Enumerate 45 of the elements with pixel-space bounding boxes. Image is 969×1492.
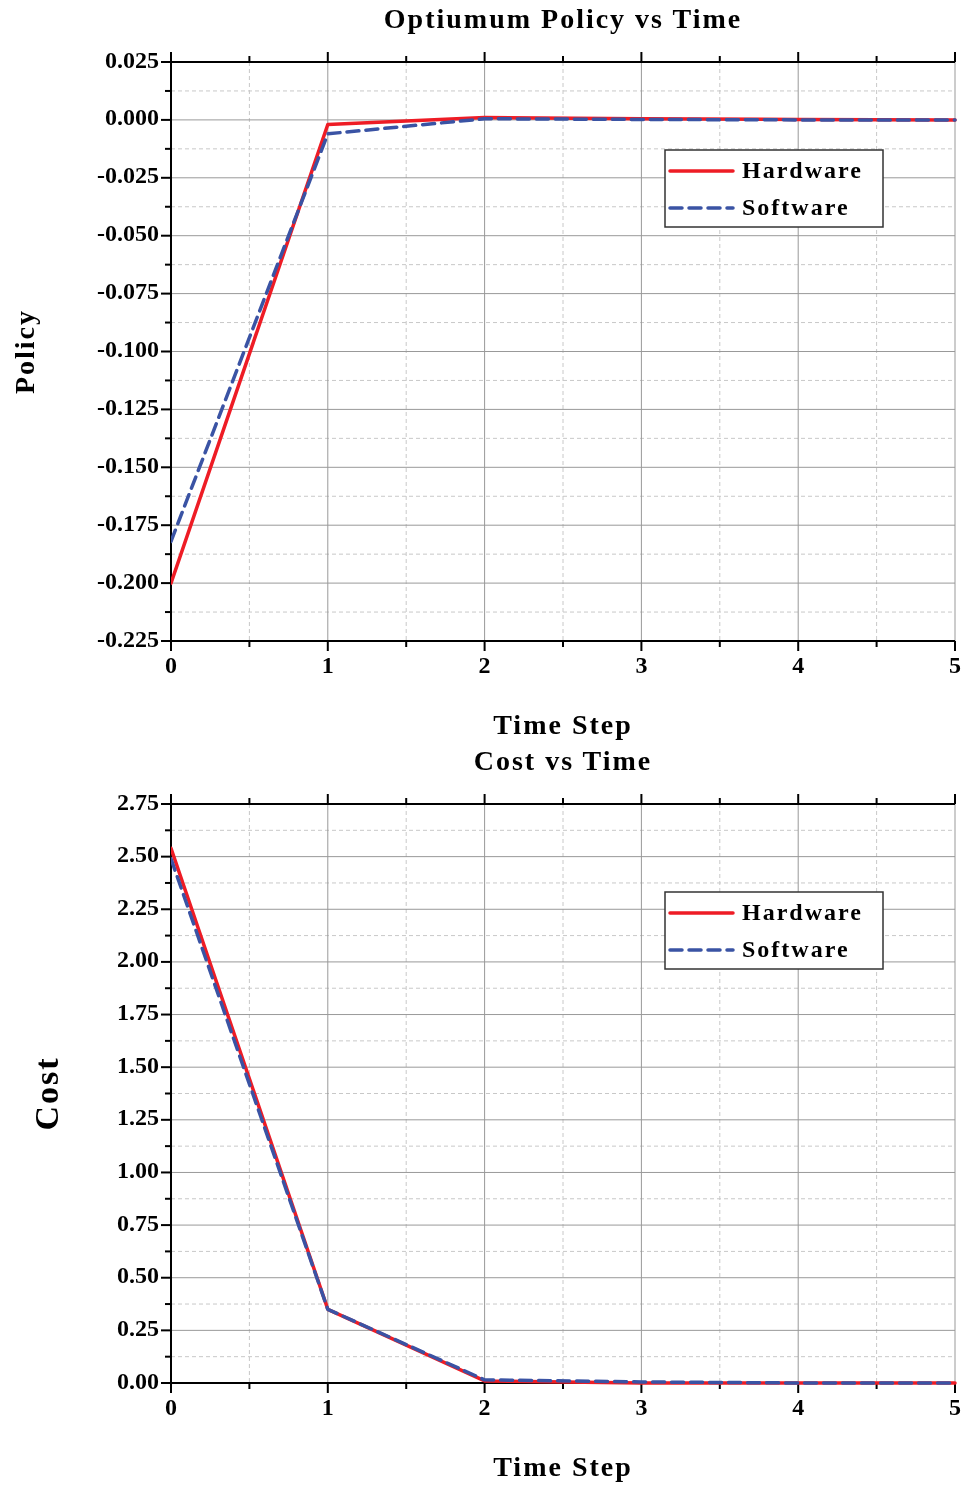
x-axis-title: Time Step [493, 709, 633, 741]
x-tick-label: 5 [949, 652, 961, 678]
y-tick-label: -0.075 [97, 278, 159, 305]
legend-label: Software [742, 193, 850, 220]
y-tick-label: 0.025 [105, 46, 159, 73]
x-tick-label: 0 [165, 652, 177, 678]
y-tick-label: 0.000 [105, 104, 159, 131]
x-tick-label: 1 [321, 1394, 334, 1420]
y-tick-label: 2.75 [117, 788, 159, 815]
x-tick-label: 2 [478, 652, 491, 678]
x-tick-label: 2 [478, 1394, 491, 1420]
y-tick-label: -0.100 [97, 336, 159, 363]
y-tick-label: 0.50 [117, 1262, 159, 1289]
legend-label: Software [742, 935, 850, 962]
y-tick-label: -0.200 [97, 567, 159, 594]
x-tick-label: 1 [321, 652, 334, 678]
y-tick-label: -0.025 [97, 162, 159, 189]
y-tick-label: 1.50 [117, 1051, 159, 1078]
y-tick-label: 2.50 [117, 841, 159, 868]
y-tick-label: -0.225 [97, 625, 159, 652]
x-tick-label: 4 [792, 652, 805, 678]
y-axis-title: Policy [9, 308, 41, 395]
y-tick-label: -0.175 [97, 509, 159, 536]
x-tick-label: 3 [635, 652, 648, 678]
y-tick-label: 0.25 [117, 1314, 159, 1341]
y-tick-label: -0.125 [97, 393, 159, 420]
x-tick-label: 4 [792, 1394, 805, 1420]
y-axis-title: Cost [27, 1056, 65, 1131]
y-tick-label: -0.050 [97, 220, 159, 247]
x-tick-label: 5 [949, 1394, 961, 1420]
chart-title: Optiumum Policy vs Time [383, 3, 743, 35]
y-tick-label: 1.00 [117, 1156, 159, 1183]
y-tick-label: 2.00 [117, 946, 159, 973]
y-tick-label: 2.25 [117, 893, 159, 920]
y-tick-label: 0.00 [117, 1367, 159, 1394]
chart-title: Cost vs Time [473, 745, 653, 777]
legend-label: Hardware [742, 898, 863, 925]
x-axis-title: Time Step [493, 1451, 633, 1483]
y-tick-label: -0.150 [97, 451, 159, 478]
x-tick-label: 3 [635, 1394, 648, 1420]
y-tick-label: 1.75 [117, 999, 159, 1026]
y-tick-label: 0.75 [117, 1209, 159, 1236]
legend-label: Hardware [742, 156, 863, 183]
x-tick-label: 0 [165, 1394, 177, 1420]
y-tick-label: 1.25 [117, 1104, 159, 1131]
